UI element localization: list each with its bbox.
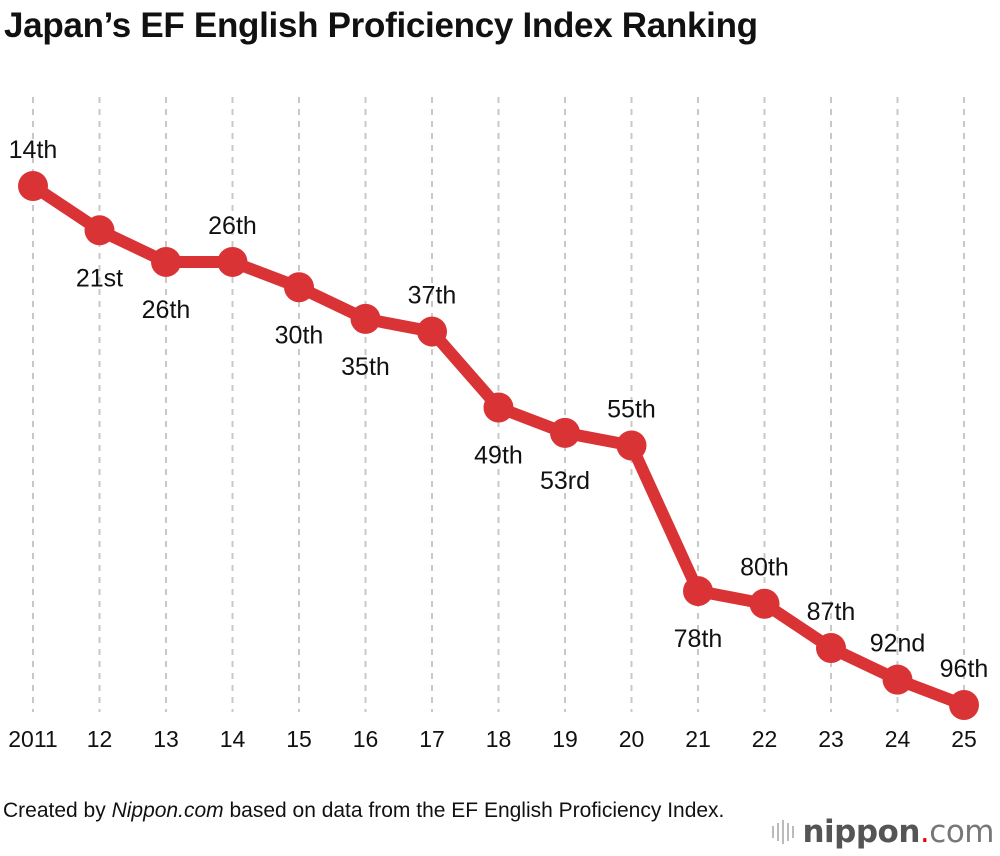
chart-title: Japan’s EF English Proficiency Index Ran…	[4, 6, 758, 45]
line-chart: 14th 21st 26th 26th 30th 35th 37th 49th 53rd 55th…	[8, 97, 989, 752]
x-tick-label: 16	[353, 726, 379, 752]
x-tick-label: 19	[552, 726, 578, 752]
data-point	[550, 417, 580, 448]
logo-bars-icon	[772, 820, 795, 844]
x-tick-label: 24	[885, 726, 911, 752]
data-label: 30th	[275, 321, 324, 349]
source-prefix: Created by	[3, 799, 112, 822]
source-note: Created by Nippon.com based on data from…	[3, 797, 724, 824]
x-tick-label: 18	[486, 726, 512, 752]
x-tick-label: 12	[87, 726, 113, 752]
data-label: 49th	[474, 442, 523, 470]
data-label: 37th	[408, 282, 457, 310]
data-label: 21st	[76, 264, 123, 292]
data-point	[616, 430, 647, 461]
data-label: 92nd	[870, 630, 926, 658]
data-point	[18, 171, 48, 201]
data-label: 96th	[940, 655, 989, 683]
data-point	[683, 576, 713, 607]
data-labels: 14th 21st 26th 26th 30th 35th 37th 49th 53rd 55th…	[9, 136, 989, 683]
markers	[18, 171, 979, 720]
x-tick-labels: 2011 12 13 14 15 16 17 18 19 20 21 22 23 24 25	[8, 726, 977, 752]
x-tick-label: 13	[153, 726, 179, 752]
x-tick-label: 20	[619, 726, 645, 752]
x-tick-label: 2011	[8, 726, 57, 752]
source-suffix: based on data from the EF English Profic…	[223, 799, 725, 822]
x-tick-label: 17	[419, 726, 445, 752]
x-tick-label: 15	[286, 726, 312, 752]
data-point	[816, 633, 846, 664]
data-label: 78th	[674, 625, 723, 653]
data-label: 26th	[208, 212, 257, 240]
data-point	[483, 392, 514, 423]
data-point	[350, 303, 381, 334]
source-name: Nippon.com	[111, 799, 224, 822]
data-point	[749, 588, 780, 619]
data-label: 55th	[607, 396, 656, 424]
data-point	[417, 316, 447, 347]
data-point	[151, 246, 181, 277]
data-label: 26th	[142, 296, 191, 324]
data-label: 80th	[740, 554, 789, 582]
x-tick-label: 21	[685, 726, 711, 752]
data-point	[217, 246, 248, 277]
x-tick-label: 25	[951, 726, 977, 752]
data-point	[949, 690, 979, 720]
data-point	[84, 215, 115, 246]
data-label: 35th	[341, 353, 390, 381]
data-point	[284, 272, 314, 303]
data-label: 87th	[807, 598, 856, 626]
data-label: 53rd	[540, 467, 590, 495]
x-tick-label: 14	[220, 726, 246, 752]
data-point	[882, 664, 913, 695]
x-tick-label: 22	[752, 726, 778, 752]
data-label: 14th	[9, 136, 58, 164]
x-tick-label: 23	[818, 726, 844, 752]
nippon-logo: nippon.com	[772, 814, 994, 850]
